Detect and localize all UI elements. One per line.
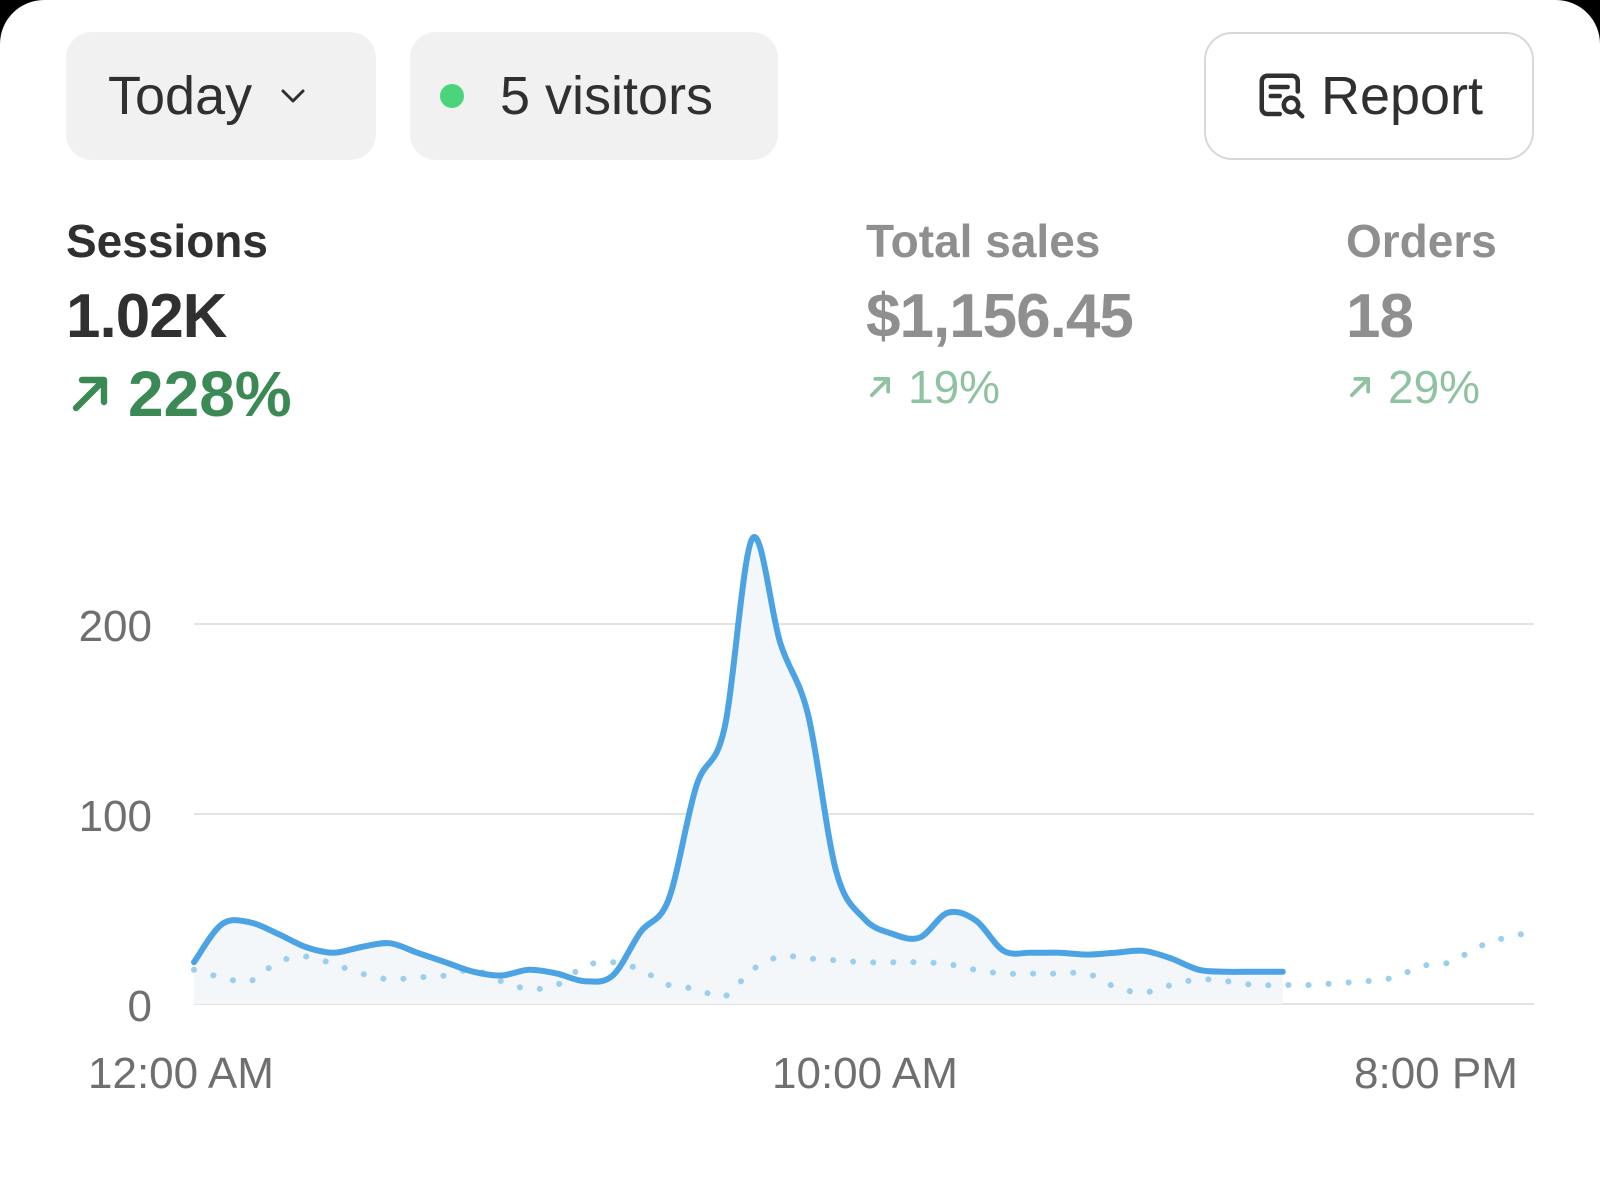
sessions-change: 228% [66, 362, 292, 426]
orders-metric[interactable]: Orders 18 29% [1346, 218, 1497, 410]
report-button[interactable]: Report [1204, 32, 1534, 160]
total-sales-value: $1,156.45 [866, 282, 1134, 351]
total-sales-label: Total sales [866, 215, 1101, 267]
total-sales-change: 19% [866, 364, 1133, 410]
chevron-down-icon [281, 89, 305, 103]
sessions-value: 1.02K [66, 282, 227, 351]
x-tick-label: 8:00 PM [1354, 1049, 1518, 1098]
orders-value: 18 [1346, 282, 1414, 351]
current-series-line [191, 534, 1286, 985]
comparison-series-line [191, 928, 1537, 1001]
date-range-dropdown[interactable]: Today [66, 32, 376, 160]
orders-change-value: 29% [1388, 361, 1481, 413]
x-tick-label: 12:00 AM [88, 1049, 274, 1098]
live-dot-icon [440, 84, 464, 108]
x-tick-label: 10:00 AM [772, 1049, 958, 1098]
date-range-label: Today [108, 66, 253, 126]
y-tick-label: 200 [79, 602, 152, 651]
current-series-area [194, 536, 1283, 1004]
report-label: Report [1320, 66, 1484, 126]
arrow-up-right-icon [869, 376, 891, 398]
y-tick-label: 100 [79, 792, 152, 841]
total-sales-change-value: 19% [908, 361, 1001, 413]
orders-label: Orders [1346, 215, 1497, 267]
y-tick-label: 0 [128, 982, 152, 1031]
live-visitors-button[interactable]: 5 visitors [410, 32, 778, 160]
live-visitors-label: 5 visitors [500, 66, 714, 126]
toolbar: Today 5 visitors Report [66, 32, 1534, 160]
sessions-label: Sessions [66, 215, 268, 267]
total-sales-metric[interactable]: Total sales $1,156.45 19% [866, 215, 1134, 410]
arrow-up-right-icon [72, 376, 108, 412]
report-search-icon [1259, 73, 1305, 119]
orders-change: 29% [1346, 364, 1497, 410]
sessions-change-value: 228% [128, 358, 292, 430]
sessions-metric[interactable]: Sessions 1.02K 228% [66, 218, 292, 426]
arrow-up-right-icon [1349, 376, 1371, 398]
sessions-line-chart[interactable]: 0 100 200 12:00 AM 10:00 AM 8:00 PM [0, 480, 1600, 1140]
